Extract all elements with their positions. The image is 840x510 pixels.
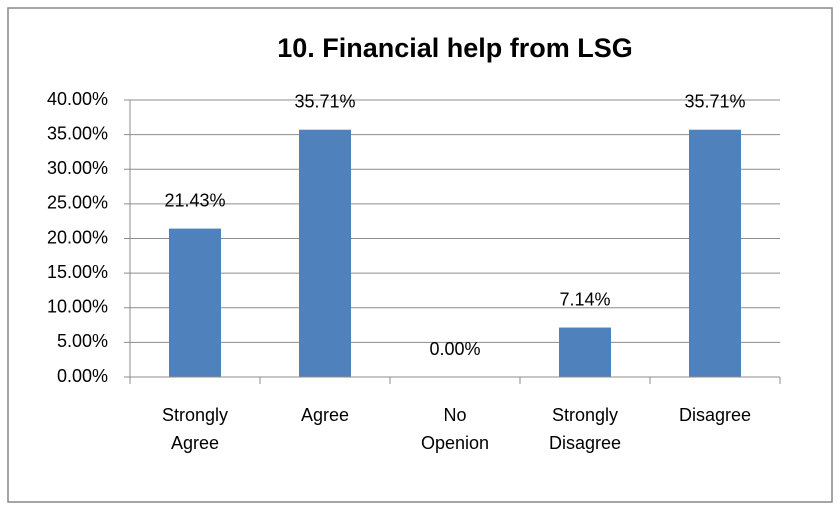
bar [299,129,351,377]
bar [559,327,611,377]
y-tick-label: 15.00% [47,262,108,282]
y-tick-label: 30.00% [47,158,108,178]
x-tick-label: Strongly Disagree [548,405,622,453]
data-label: 35.71% [294,91,355,111]
x-tick-label: Strongly Agree [161,405,229,453]
data-label: 0.00% [429,339,480,359]
data-label: 21.43% [164,190,225,210]
y-tick-label: 40.00% [47,89,108,109]
x-tick-label: No Openion [420,405,490,453]
chart-title: 10. Financial help from LSG [277,33,633,63]
x-tick-label: Disagree [678,405,752,425]
bar [689,129,741,377]
y-tick-label: 5.00% [57,331,108,351]
y-tick-label: 35.00% [47,123,108,143]
data-label: 7.14% [559,289,610,309]
y-tick-label: 20.00% [47,227,108,247]
data-label: 35.71% [684,91,745,111]
bar [169,228,221,377]
x-tick-label: Agree [300,405,350,425]
y-tick-label: 25.00% [47,193,108,213]
y-tick-label: 10.00% [47,297,108,317]
y-tick-label: 0.00% [57,366,108,386]
